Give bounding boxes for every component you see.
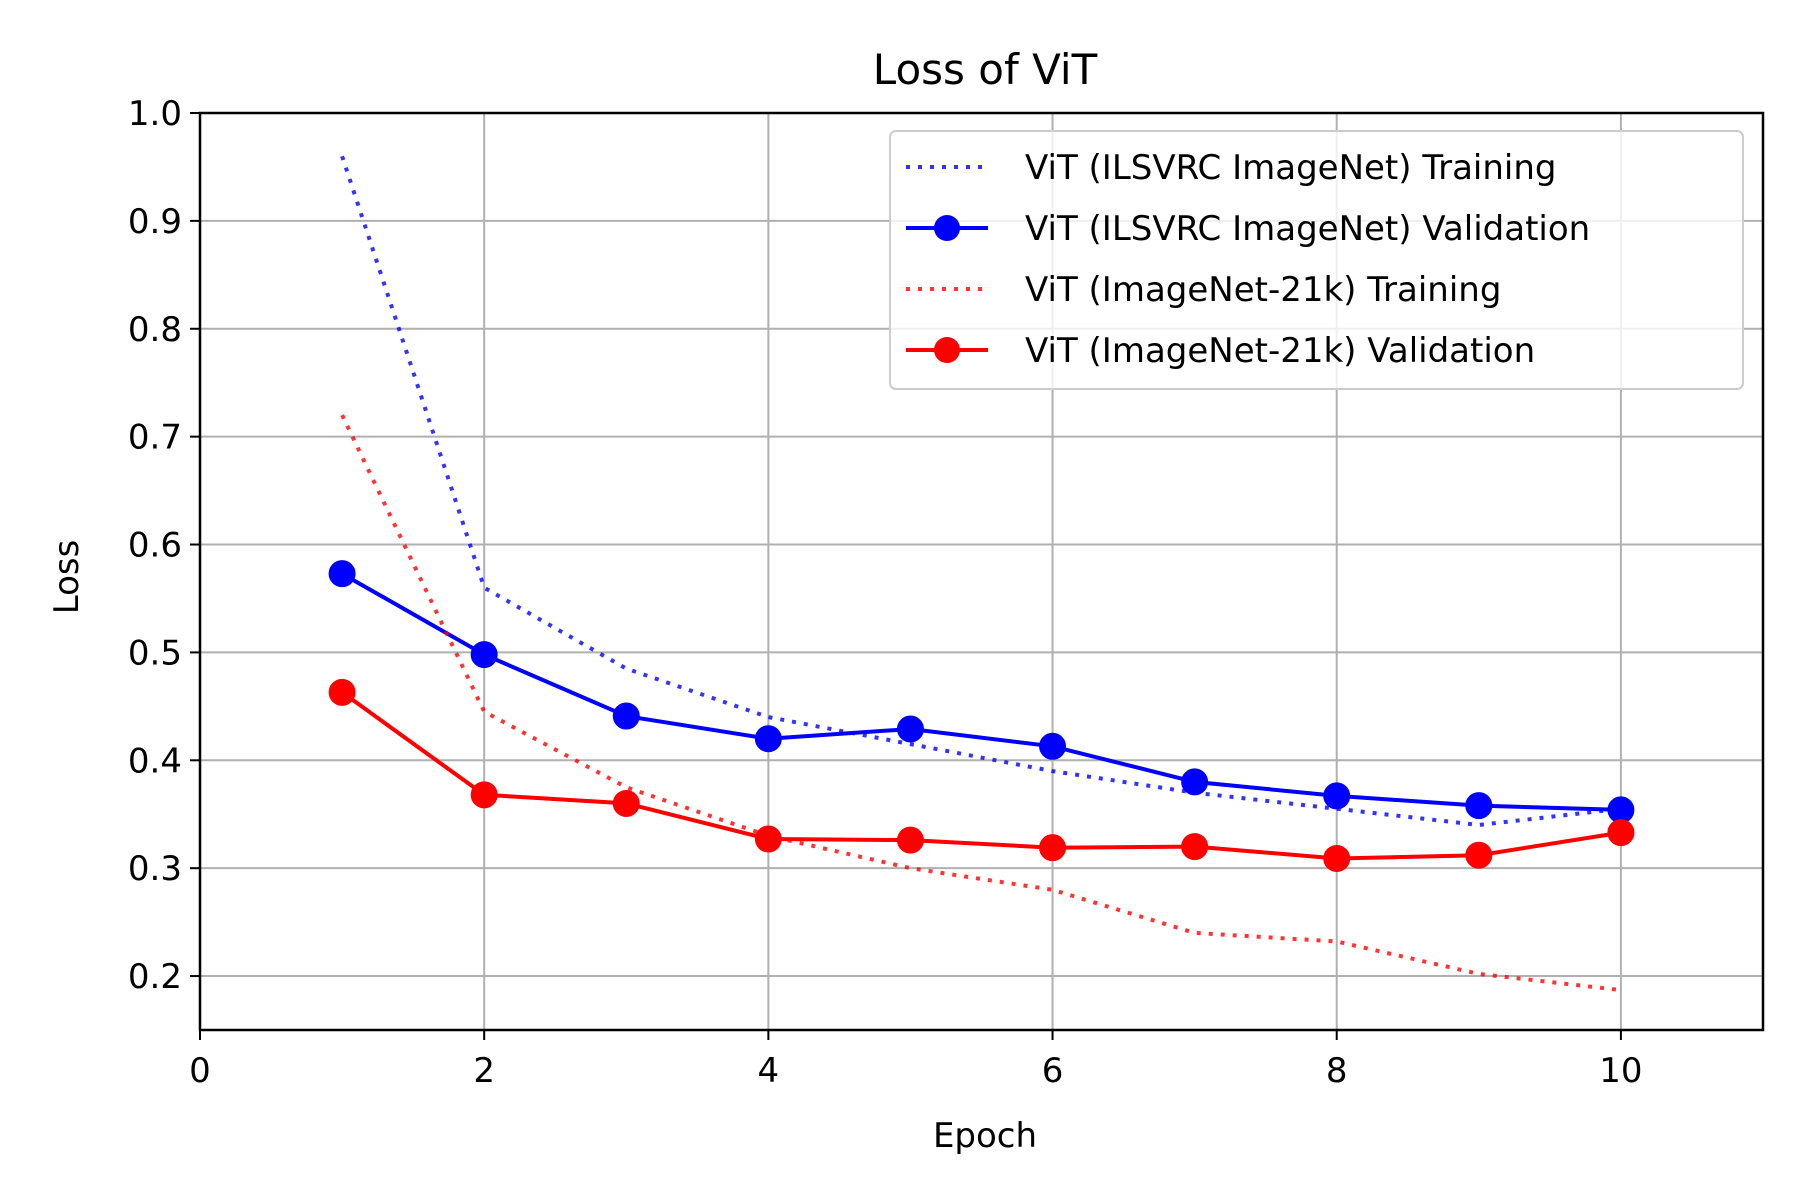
x-tick: 2 [473,1030,495,1091]
x-tick: 8 [1326,1030,1348,1091]
y-tick: 0.9 [128,202,200,242]
series-4 [328,678,1635,872]
data-point [1039,732,1067,760]
y-tick: 0.7 [128,418,200,458]
legend-item: ViT (ImageNet-21k) Validation [906,331,1535,371]
y-tick-label: 0.4 [128,741,182,781]
data-point [1465,792,1493,820]
series-3 [340,414,1622,993]
x-axis: 0 2 4 6 8 10 [189,1030,1643,1091]
data-point [1323,782,1351,810]
x-tick-label: 6 [1042,1051,1064,1091]
x-axis-label: Epoch [933,1116,1037,1156]
data-point [328,678,356,706]
x-tick: 10 [1599,1030,1643,1091]
x-tick-label: 2 [473,1051,495,1091]
x-tick-label: 0 [189,1051,211,1091]
data-point [1607,819,1635,847]
data-point [1323,844,1351,872]
y-tick-label: 0.7 [128,418,182,458]
y-tick: 0.4 [128,741,200,781]
y-tick-label: 0.5 [128,633,182,673]
data-point [754,825,782,853]
y-tick: 0.5 [128,633,200,673]
y-tick-label: 0.2 [128,957,182,997]
y-tick: 1.0 [128,94,200,134]
y-axis: 0.2 0.3 0.4 0.5 0.6 0.7 0.8 0.9 1.0 [128,94,200,997]
y-axis-label: Loss [47,540,87,615]
data-point [754,725,782,753]
y-tick-label: 0.6 [128,526,182,566]
x-tick-label: 10 [1599,1051,1642,1091]
series-line [340,155,1622,828]
y-tick: 0.3 [128,849,200,889]
y-tick-label: 0.9 [128,202,182,242]
legend-label: ViT (ILSVRC ImageNet) Training [1025,148,1556,188]
data-point [896,826,924,854]
legend-item: ViT (ImageNet-21k) Training [906,270,1501,310]
x-tick: 6 [1042,1030,1064,1091]
data-point [328,560,356,588]
legend-label: ViT (ImageNet-21k) Training [1025,270,1501,310]
data-point [470,781,498,809]
series-line [340,690,1622,861]
x-tick-label: 4 [758,1051,780,1091]
legend-item: ViT (ILSVRC ImageNet) Validation [906,209,1590,249]
data-point [1181,768,1209,796]
data-point [612,789,640,817]
plot-area [328,155,1635,993]
y-tick: 0.8 [128,310,200,350]
series-line [341,571,1621,812]
legend: ViT (ILSVRC ImageNet) Training ViT (ILSVR… [889,130,1744,390]
legend-item: ViT (ILSVRC ImageNet) Training [906,148,1556,188]
data-point [1465,841,1493,869]
y-tick: 0.6 [128,526,200,566]
data-point [896,715,924,743]
y-tick: 0.2 [128,957,200,997]
y-tick-label: 1.0 [128,94,182,134]
data-point [612,702,640,730]
y-tick-label: 0.8 [128,310,182,350]
legend-box [889,130,1744,390]
x-tick-label: 8 [1326,1051,1348,1091]
chart-title: Loss of ViT [873,45,1098,94]
series-2 [328,560,1635,824]
legend-marker [934,337,960,363]
data-point [470,641,498,669]
data-point [1039,834,1067,862]
axes-frame [198,111,1765,1032]
y-tick-label: 0.3 [128,849,182,889]
legend-label: ViT (ILSVRC ImageNet) Validation [1025,209,1590,249]
x-tick: 4 [758,1030,780,1091]
data-point [1607,796,1635,824]
data-point [1181,833,1209,861]
legend-label: ViT (ImageNet-21k) Validation [1025,331,1535,371]
x-tick: 0 [189,1030,211,1091]
legend-marker [934,215,960,241]
series-1 [340,155,1622,828]
series-line [340,414,1622,993]
